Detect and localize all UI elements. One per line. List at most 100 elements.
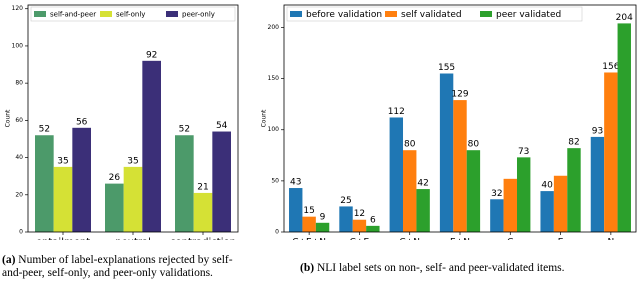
bar [553,175,568,232]
caption-b: (b) NLI label sets on non-, self- and pe… [300,262,640,275]
value-label: 32 [491,189,502,199]
value-label: 52 [39,125,50,135]
value-label: 26 [109,173,121,183]
value-label: 15 [303,206,314,216]
value-label: 56 [76,117,88,127]
x-tick-label: C+E [350,238,370,241]
legend-label: peer validated [496,10,561,20]
value-label: 12 [354,209,365,219]
y-tick-label: 200 [268,24,280,31]
y-tick-label: 120 [12,5,24,12]
value-label: 35 [57,156,68,166]
value-label: 43 [290,178,301,188]
bar [403,150,417,232]
bar [72,127,91,232]
bar [352,219,367,232]
y-tick-label: 150 [268,75,280,82]
bar [142,60,161,232]
legend-label: peer-only [182,11,215,19]
legend-swatch [100,11,112,17]
y-tick-label: 0 [19,229,23,236]
x-tick-label: C [507,238,513,241]
bar [35,135,54,232]
value-label: 112 [388,107,405,117]
legend-label: self validated [401,10,462,20]
value-label: 80 [468,140,480,150]
caption-a: (a) Number of label-explanations rejecte… [2,254,252,280]
bar [466,150,481,232]
y-axis-label: Count [261,109,268,127]
value-label: 42 [417,179,428,189]
value-label: 6 [370,215,376,225]
bar [123,166,143,232]
caption-text: NLI label sets on non-, self- and peer-v… [316,262,565,274]
y-tick-label: 100 [268,126,280,133]
legend-swatch [290,11,302,17]
value-label: 54 [216,121,228,131]
y-axis-label: Count [5,109,12,127]
legend-frame [286,6,583,22]
value-label: 129 [451,90,468,100]
y-tick-label: 50 [271,177,279,184]
x-tick-label: E [558,238,564,241]
bar [567,148,581,232]
value-label: 204 [616,13,633,23]
legend-frame [30,6,236,22]
bar [617,23,631,232]
caption-label: (b) [300,262,315,274]
legend-label: self-and-peer [50,11,96,19]
caption-text: Number of label-explanations rejected by… [2,254,233,279]
value-label: 73 [518,147,529,157]
x-tick-label: C+E+N [292,238,326,241]
value-label: 93 [592,126,603,136]
y-tick-label: 40 [15,154,23,161]
y-tick-label: 60 [15,117,23,124]
bar [339,206,353,232]
plot-frame [27,4,239,233]
value-label: 9 [320,212,326,222]
bar [315,222,330,232]
plot-frame [283,4,637,233]
bar [53,166,73,232]
x-tick-label: neutral [115,237,151,240]
bar [540,191,554,232]
caption-label: (a) [2,254,16,266]
y-tick-label: 100 [12,42,24,49]
bar [175,135,194,232]
x-tick-label: C+N [399,238,420,241]
bar [389,117,404,232]
x-tick-label: E+N [450,238,470,241]
legend-swatch [166,11,178,17]
legend-swatch [34,11,46,17]
bar [604,72,618,233]
bar [439,73,454,233]
value-label: 82 [568,138,579,148]
value-label: 52 [179,125,190,135]
bar [289,188,303,232]
bar [105,183,124,232]
value-label: 25 [340,196,351,206]
bar [503,178,517,232]
value-label: 35 [127,156,138,166]
value-label: 155 [438,63,455,73]
legend-swatch [480,11,492,17]
charts: Count020406080100120522652353521569254en… [5,4,637,241]
y-tick-label: 80 [15,80,23,87]
bar [302,216,316,232]
bar [590,136,605,232]
value-label: 21 [197,182,208,192]
y-tick-label: 0 [275,229,279,236]
value-label: 80 [404,140,416,150]
x-tick-label: contradiction [170,237,236,240]
bar [416,189,430,232]
bar [490,199,504,232]
legend-label: before validation [306,10,382,20]
y-tick-label: 20 [15,191,23,198]
bar [453,100,467,232]
value-label: 92 [146,50,157,60]
bar [366,225,380,232]
bar [212,131,231,232]
legend-label: self-only [116,11,145,19]
value-label: 40 [541,181,553,191]
